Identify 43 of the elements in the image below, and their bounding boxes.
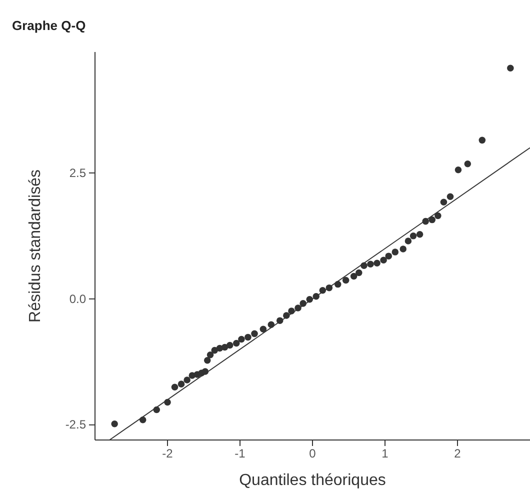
point — [410, 232, 417, 240]
y-tick-label: 2.5 — [69, 166, 86, 180]
point — [342, 276, 350, 284]
point — [356, 269, 362, 276]
point — [178, 380, 185, 388]
chart-title: Graphe Q-Q — [12, 18, 86, 33]
point — [206, 351, 214, 358]
point — [226, 342, 234, 349]
point — [392, 248, 399, 256]
y-axis-title: Résidus standardisés — [27, 170, 44, 322]
point — [416, 231, 424, 238]
point — [464, 160, 472, 168]
point — [434, 212, 442, 220]
point — [367, 260, 374, 268]
point — [260, 326, 267, 333]
x-tick-label: 0 — [309, 446, 316, 461]
y-tick-label: 0.0 — [69, 292, 86, 306]
point — [350, 272, 358, 280]
x-tick-label: -2 — [162, 446, 174, 461]
point — [204, 357, 211, 364]
point — [380, 256, 387, 264]
point — [478, 136, 486, 144]
point — [428, 216, 436, 224]
x-axis-title: Quantiles théoriques — [239, 472, 386, 489]
point — [507, 64, 514, 72]
point — [184, 376, 190, 384]
point — [374, 260, 380, 267]
x-tick-label: 1 — [382, 446, 389, 461]
point — [404, 238, 412, 244]
point — [454, 166, 462, 174]
point — [238, 336, 245, 343]
x-tick-label: -1 — [234, 446, 246, 461]
point — [446, 193, 454, 200]
point — [400, 246, 407, 252]
point — [111, 420, 118, 428]
point — [244, 334, 252, 341]
y-tick-label: -2.5 — [65, 418, 86, 432]
point — [385, 252, 392, 260]
point — [440, 198, 448, 206]
point — [171, 384, 178, 390]
point — [232, 340, 240, 347]
point — [251, 330, 258, 338]
x-tick-label: 2 — [454, 446, 462, 461]
